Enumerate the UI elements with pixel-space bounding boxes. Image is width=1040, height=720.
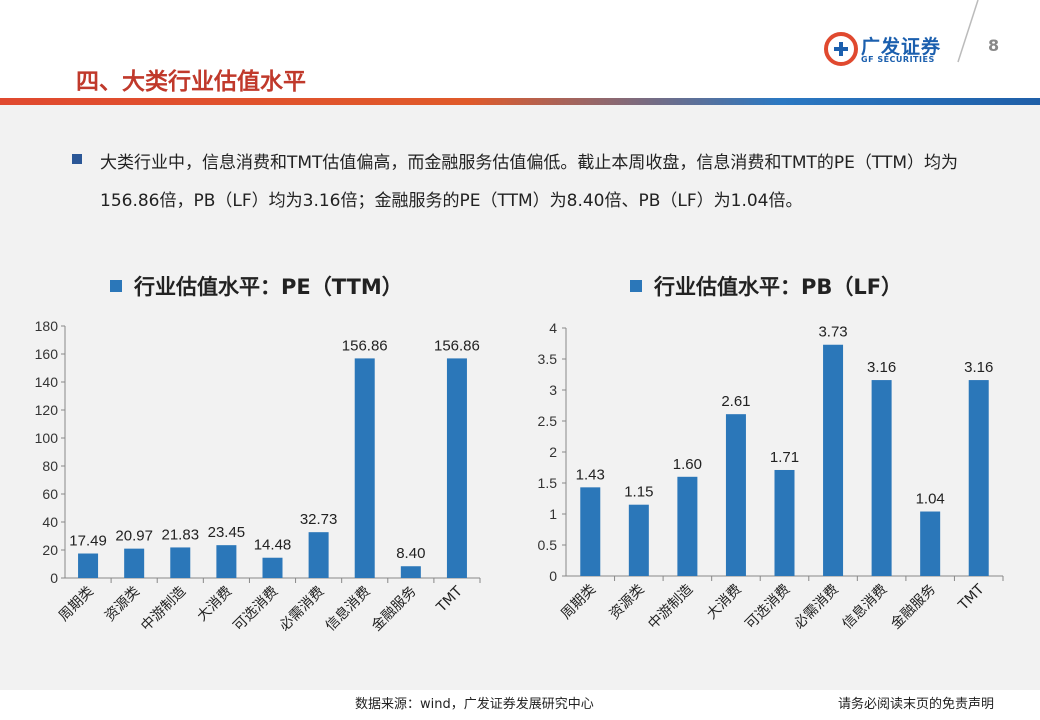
pb-category-label: 金融服务 [888,582,939,633]
bullet-square-icon [72,154,82,164]
pe-bar [216,545,237,578]
pb-y-tick-label: 0.5 [538,537,558,553]
pe-category-label: 信息消费 [322,583,374,635]
pe-chart-title-text: 行业估值水平：PE（TTM） [134,275,403,299]
pe-bar [354,358,375,578]
logo-text-en: GF SECURITIES [861,55,935,64]
pe-bar [400,566,421,578]
pe-data-label: 156.86 [342,337,388,354]
pb-data-label: 1.71 [770,449,799,466]
pb-data-label: 2.61 [721,393,750,410]
pb-data-label: 1.15 [624,484,653,501]
pb-y-tick-label: 3 [549,382,557,398]
logo-text-cn: 广发证券 [861,36,942,58]
pe-category-label: 资源类 [102,584,143,625]
pe-category-label: 大消费 [194,584,235,625]
pe-data-label: 8.40 [396,545,425,562]
pb-data-label: 1.60 [673,456,702,473]
pb-data-label: 1.43 [576,466,605,483]
pb-category-label: 大消费 [704,582,745,623]
page-number: 8 [988,36,1000,55]
pe-data-label: 17.49 [69,533,107,550]
pb-bar [677,476,698,576]
pe-y-tick-label: 160 [35,346,59,362]
pe-data-label: 23.45 [208,524,246,541]
pb-category-label: 必需消费 [791,582,842,633]
pe-y-tick-label: 140 [35,374,59,390]
disclaimer-note: 请务必阅读末页的免责声明 [838,697,995,712]
pb-y-tick-label: 3.5 [538,351,558,367]
company-logo: 广发证券 GF SECURITIES [824,30,944,70]
pe-bar [262,557,283,578]
pb-category-label: 可选消费 [742,582,793,633]
pb-category-label: TMT [955,581,988,614]
pb-legend-swatch [630,280,642,292]
pb-category-label: 周期类 [558,582,599,623]
pe-data-label: 32.73 [300,511,338,528]
pb-data-label: 3.73 [818,324,847,341]
pe-category-label: TMT [433,583,466,616]
pe-bar [446,358,467,578]
pe-bar [78,553,99,578]
pb-category-label: 信息消费 [839,581,891,633]
header-divider-slash [957,0,979,63]
pb-bar [823,344,844,576]
pe-category-label: 必需消费 [277,584,328,635]
pe-bar [170,547,191,578]
pe-category-label: 周期类 [56,584,97,625]
pe-category-label: 金融服务 [369,584,420,635]
page-title: 四、大类行业估值水平 [76,68,306,95]
pe-y-tick-label: 40 [42,514,58,530]
pb-y-tick-label: 1 [549,506,557,522]
pb-data-label: 3.16 [964,359,993,376]
pb-bar [725,414,746,576]
pb-chart-title-text: 行业估值水平：PB（LF） [654,275,903,299]
pe-legend-swatch [110,280,122,292]
pb-bar [920,511,941,576]
pe-y-tick-label: 0 [50,570,58,586]
pe-y-tick-label: 20 [42,542,58,558]
data-source-note: 数据来源：wind，广发证券发展研究中心 [355,697,594,712]
pe-category-label: 中游制造 [138,584,189,635]
pe-data-label: 21.83 [162,526,200,543]
pe-bar [308,532,329,578]
pe-y-tick-label: 80 [42,458,58,474]
pb-bar [774,469,795,576]
pb-y-tick-label: 1.5 [538,475,558,491]
pe-y-tick-label: 180 [35,318,59,334]
pe-y-tick-label: 60 [42,486,58,502]
pe-y-tick-label: 100 [35,430,59,446]
pe-chart-title: 行业估值水平：PE（TTM） [110,271,403,301]
pb-y-tick-label: 4 [549,320,557,336]
pb-bar [580,487,601,576]
pe-data-label: 20.97 [115,528,153,545]
pb-y-tick-label: 0 [549,568,557,584]
summary-paragraph: 大类行业中，信息消费和TMT估值偏高，而金融服务估值偏低。截止本周收盘，信息消费… [100,153,958,211]
pe-bar [124,548,145,578]
pb-data-label: 1.04 [916,491,945,508]
pe-data-label: 14.48 [254,537,292,554]
pe-data-label: 156.86 [434,337,480,354]
pb-chart-title: 行业估值水平：PB（LF） [630,271,902,301]
pb-bar [628,504,649,576]
pb-y-tick-label: 2 [549,444,557,460]
pb-y-tick-label: 2.5 [538,413,558,429]
header-gradient-bar [0,98,1040,105]
pb-data-label: 3.16 [867,359,896,376]
content-area [0,105,1040,690]
pb-bar [968,380,989,576]
pb-category-label: 中游制造 [645,582,696,633]
pe-category-label: 可选消费 [230,584,281,635]
pe-y-tick-label: 120 [35,402,59,418]
pb-category-label: 资源类 [607,582,648,623]
logo-mark-icon [824,32,858,66]
pb-bar [871,380,892,576]
